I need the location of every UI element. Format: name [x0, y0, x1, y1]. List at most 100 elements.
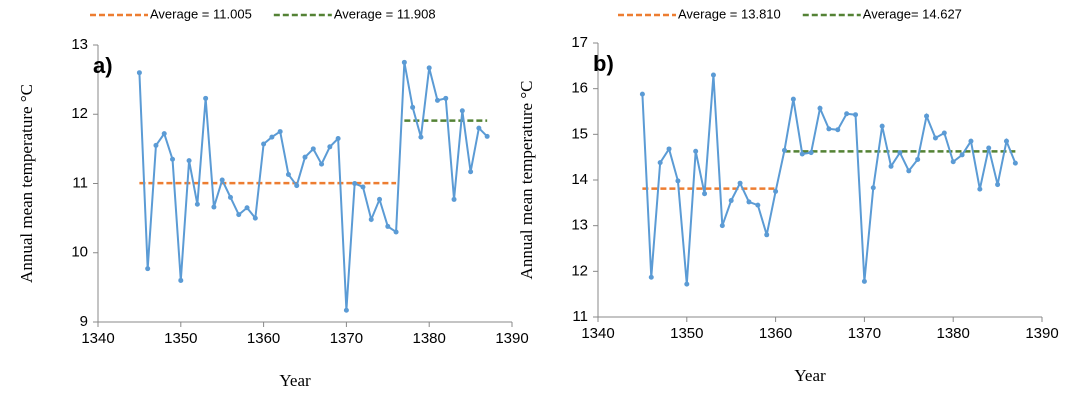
data-point — [294, 183, 300, 189]
data-point — [186, 158, 192, 164]
data-point — [657, 160, 663, 166]
data-point — [906, 168, 912, 174]
data-point — [710, 72, 716, 78]
data-point — [459, 108, 465, 114]
data-point — [764, 232, 770, 238]
data-point — [368, 217, 374, 223]
data-point — [977, 186, 983, 192]
data-point — [360, 184, 366, 190]
data-point — [861, 278, 867, 284]
data-point — [666, 146, 672, 152]
y-tick-label: 11 — [572, 308, 588, 325]
data-point — [410, 104, 416, 110]
data-point — [244, 205, 250, 211]
data-point — [327, 144, 333, 150]
y-tick-label: 12 — [71, 105, 88, 122]
data-point — [817, 105, 823, 111]
data-point — [773, 188, 779, 194]
data-point — [737, 180, 743, 186]
data-point — [915, 156, 921, 162]
y-axis-label: Annual mean temperature °C — [17, 84, 36, 283]
data-point — [484, 133, 490, 139]
data-point — [746, 199, 752, 205]
data-point — [161, 131, 167, 137]
y-tick-label: 15 — [571, 125, 588, 142]
data-point — [719, 223, 725, 229]
data-point — [1003, 138, 1009, 144]
data-point — [219, 177, 225, 183]
data-point — [178, 277, 184, 283]
x-tick-label: 1350 — [164, 330, 197, 347]
data-line — [138, 62, 488, 311]
data-point — [950, 159, 956, 165]
x-tick-label: 1370 — [330, 330, 363, 347]
data-point — [808, 150, 814, 156]
legend-label: Average = 11.908 — [334, 6, 436, 21]
data-point — [443, 95, 449, 101]
data-point — [986, 145, 992, 151]
data-point — [853, 112, 859, 118]
data-point — [352, 181, 358, 186]
data-point — [385, 223, 391, 229]
data-point — [888, 163, 894, 169]
data-line — [641, 74, 1017, 285]
data-point — [879, 123, 885, 129]
data-point — [203, 95, 209, 101]
data-point — [693, 148, 699, 154]
legend-label: Average = 11.005 — [150, 6, 252, 21]
data-point — [1012, 160, 1018, 166]
x-tick-label: 1390 — [495, 330, 528, 347]
data-point — [227, 194, 233, 200]
data-point — [153, 142, 159, 148]
data-point — [799, 151, 805, 157]
x-tick-label: 1340 — [581, 325, 614, 342]
data-point — [434, 97, 440, 103]
y-tick-label: 13 — [71, 36, 88, 53]
data-point — [194, 201, 200, 207]
y-tick-label: 14 — [571, 171, 588, 188]
data-point — [285, 171, 291, 177]
data-point — [648, 274, 654, 280]
y-tick-label: 16 — [571, 80, 588, 97]
x-tick-label: 1360 — [759, 325, 792, 342]
data-point — [755, 202, 761, 208]
y-tick-label: 13 — [571, 217, 588, 234]
data-point — [941, 130, 947, 136]
panel-label: b) — [593, 51, 614, 76]
data-point — [702, 191, 708, 197]
x-tick-label: 1380 — [413, 330, 446, 347]
data-point — [393, 229, 399, 235]
data-point — [639, 91, 645, 97]
data-point — [269, 134, 275, 140]
data-point — [675, 178, 681, 184]
legend-label: Average = 13.810 — [678, 6, 781, 21]
data-point — [277, 129, 283, 135]
data-point — [476, 125, 482, 131]
data-point — [790, 96, 796, 102]
data-point — [684, 281, 690, 287]
data-point — [170, 156, 176, 162]
data-point — [844, 111, 850, 117]
y-tick-label: 17 — [571, 34, 588, 51]
y-tick-label: 11 — [72, 174, 88, 191]
y-tick-label: 10 — [71, 244, 88, 261]
data-point — [924, 113, 930, 119]
data-point — [302, 154, 308, 160]
data-point — [451, 196, 457, 202]
data-point — [835, 127, 841, 133]
data-point — [145, 266, 151, 272]
data-point — [995, 182, 1001, 188]
y-axis-label: Annual mean temperature °C — [517, 81, 536, 280]
data-point — [959, 152, 965, 158]
data-point — [211, 204, 217, 210]
data-point — [468, 169, 474, 175]
x-tick-label: 1390 — [1025, 325, 1058, 342]
data-point — [310, 146, 316, 152]
data-point — [136, 70, 142, 76]
x-axis-label: Year — [794, 366, 826, 385]
data-point — [870, 185, 876, 191]
legend-label: Average= 14.627 — [863, 6, 962, 21]
data-point — [343, 307, 349, 313]
data-point — [335, 135, 341, 141]
